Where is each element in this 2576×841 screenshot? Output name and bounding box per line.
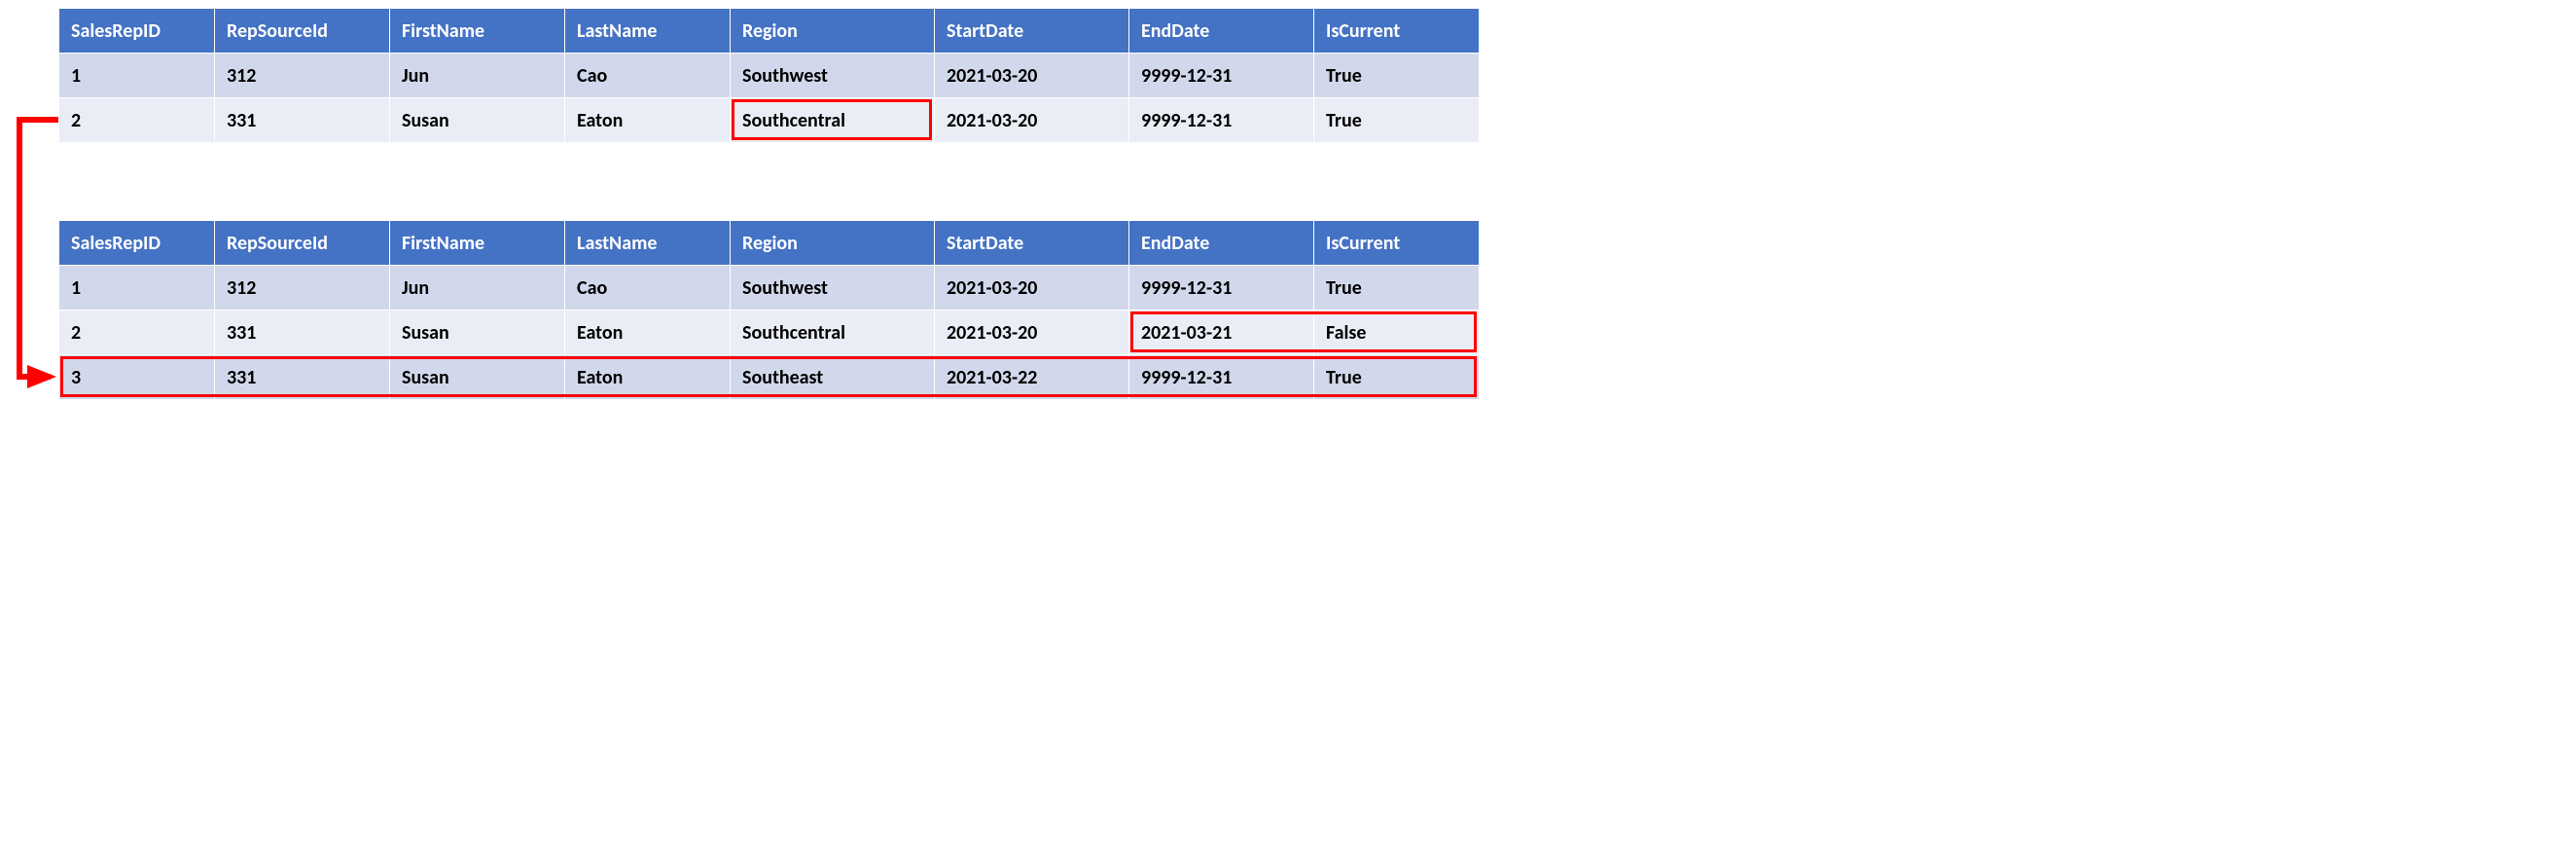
col-header-LastName: LastName [565,221,731,266]
cell-IsCurrent: True [1314,355,1480,400]
cell-StartDate: 2021-03-20 [935,266,1129,311]
scd-diagram-stage: SalesRepIDRepSourceIdFirstNameLastNameRe… [0,0,1521,496]
cell-IsCurrent: True [1314,54,1480,98]
cell-SalesRepID: 2 [59,98,215,143]
cell-RepSourceId: 331 [215,355,390,400]
cell-LastName: Eaton [565,98,731,143]
cell-IsCurrent: True [1314,98,1480,143]
cell-StartDate: 2021-03-22 [935,355,1129,400]
col-header-EndDate: EndDate [1129,9,1314,54]
col-header-IsCurrent: IsCurrent [1314,9,1480,54]
col-header-Region: Region [731,9,935,54]
table-row: 1312JunCaoSouthwest2021-03-209999-12-31T… [59,54,1480,98]
cell-LastName: Eaton [565,311,731,355]
col-header-FirstName: FirstName [390,221,565,266]
col-header-LastName: LastName [565,9,731,54]
col-header-RepSourceId: RepSourceId [215,9,390,54]
cell-SalesRepID: 2 [59,311,215,355]
table-row: 2331SusanEatonSouthcentral2021-03-209999… [59,98,1480,143]
col-header-FirstName: FirstName [390,9,565,54]
cell-SalesRepID: 1 [59,54,215,98]
table-row: 1312JunCaoSouthwest2021-03-209999-12-31T… [59,266,1480,311]
cell-EndDate: 2021-03-21 [1129,311,1314,355]
col-header-StartDate: StartDate [935,9,1129,54]
cell-RepSourceId: 331 [215,311,390,355]
cell-LastName: Cao [565,266,731,311]
cell-Region: Southwest [731,54,935,98]
cell-Region: Southwest [731,266,935,311]
cell-IsCurrent: False [1314,311,1480,355]
cell-Region: Southcentral [731,98,935,143]
cell-StartDate: 2021-03-20 [935,311,1129,355]
cell-SalesRepID: 1 [59,266,215,311]
col-header-StartDate: StartDate [935,221,1129,266]
cell-StartDate: 2021-03-20 [935,54,1129,98]
cell-LastName: Cao [565,54,731,98]
table-row: 2331SusanEatonSouthcentral2021-03-202021… [59,311,1480,355]
cell-RepSourceId: 312 [215,54,390,98]
cell-Region: Southcentral [731,311,935,355]
cell-FirstName: Jun [390,54,565,98]
col-header-RepSourceId: RepSourceId [215,221,390,266]
col-header-Region: Region [731,221,935,266]
table-after: SalesRepIDRepSourceIdFirstNameLastNameRe… [58,220,1480,400]
cell-FirstName: Susan [390,98,565,143]
cell-EndDate: 9999-12-31 [1129,98,1314,143]
cell-FirstName: Susan [390,311,565,355]
cell-RepSourceId: 312 [215,266,390,311]
cell-StartDate: 2021-03-20 [935,98,1129,143]
col-header-EndDate: EndDate [1129,221,1314,266]
cell-Region: Southeast [731,355,935,400]
cell-FirstName: Susan [390,355,565,400]
table-before: SalesRepIDRepSourceIdFirstNameLastNameRe… [58,8,1480,143]
cell-SalesRepID: 3 [59,355,215,400]
col-header-SalesRepID: SalesRepID [59,9,215,54]
cell-RepSourceId: 331 [215,98,390,143]
table-row: 3331SusanEatonSoutheast2021-03-229999-12… [59,355,1480,400]
cell-EndDate: 9999-12-31 [1129,266,1314,311]
cell-LastName: Eaton [565,355,731,400]
cell-FirstName: Jun [390,266,565,311]
cell-EndDate: 9999-12-31 [1129,355,1314,400]
cell-IsCurrent: True [1314,266,1480,311]
cell-EndDate: 9999-12-31 [1129,54,1314,98]
col-header-IsCurrent: IsCurrent [1314,221,1480,266]
col-header-SalesRepID: SalesRepID [59,221,215,266]
